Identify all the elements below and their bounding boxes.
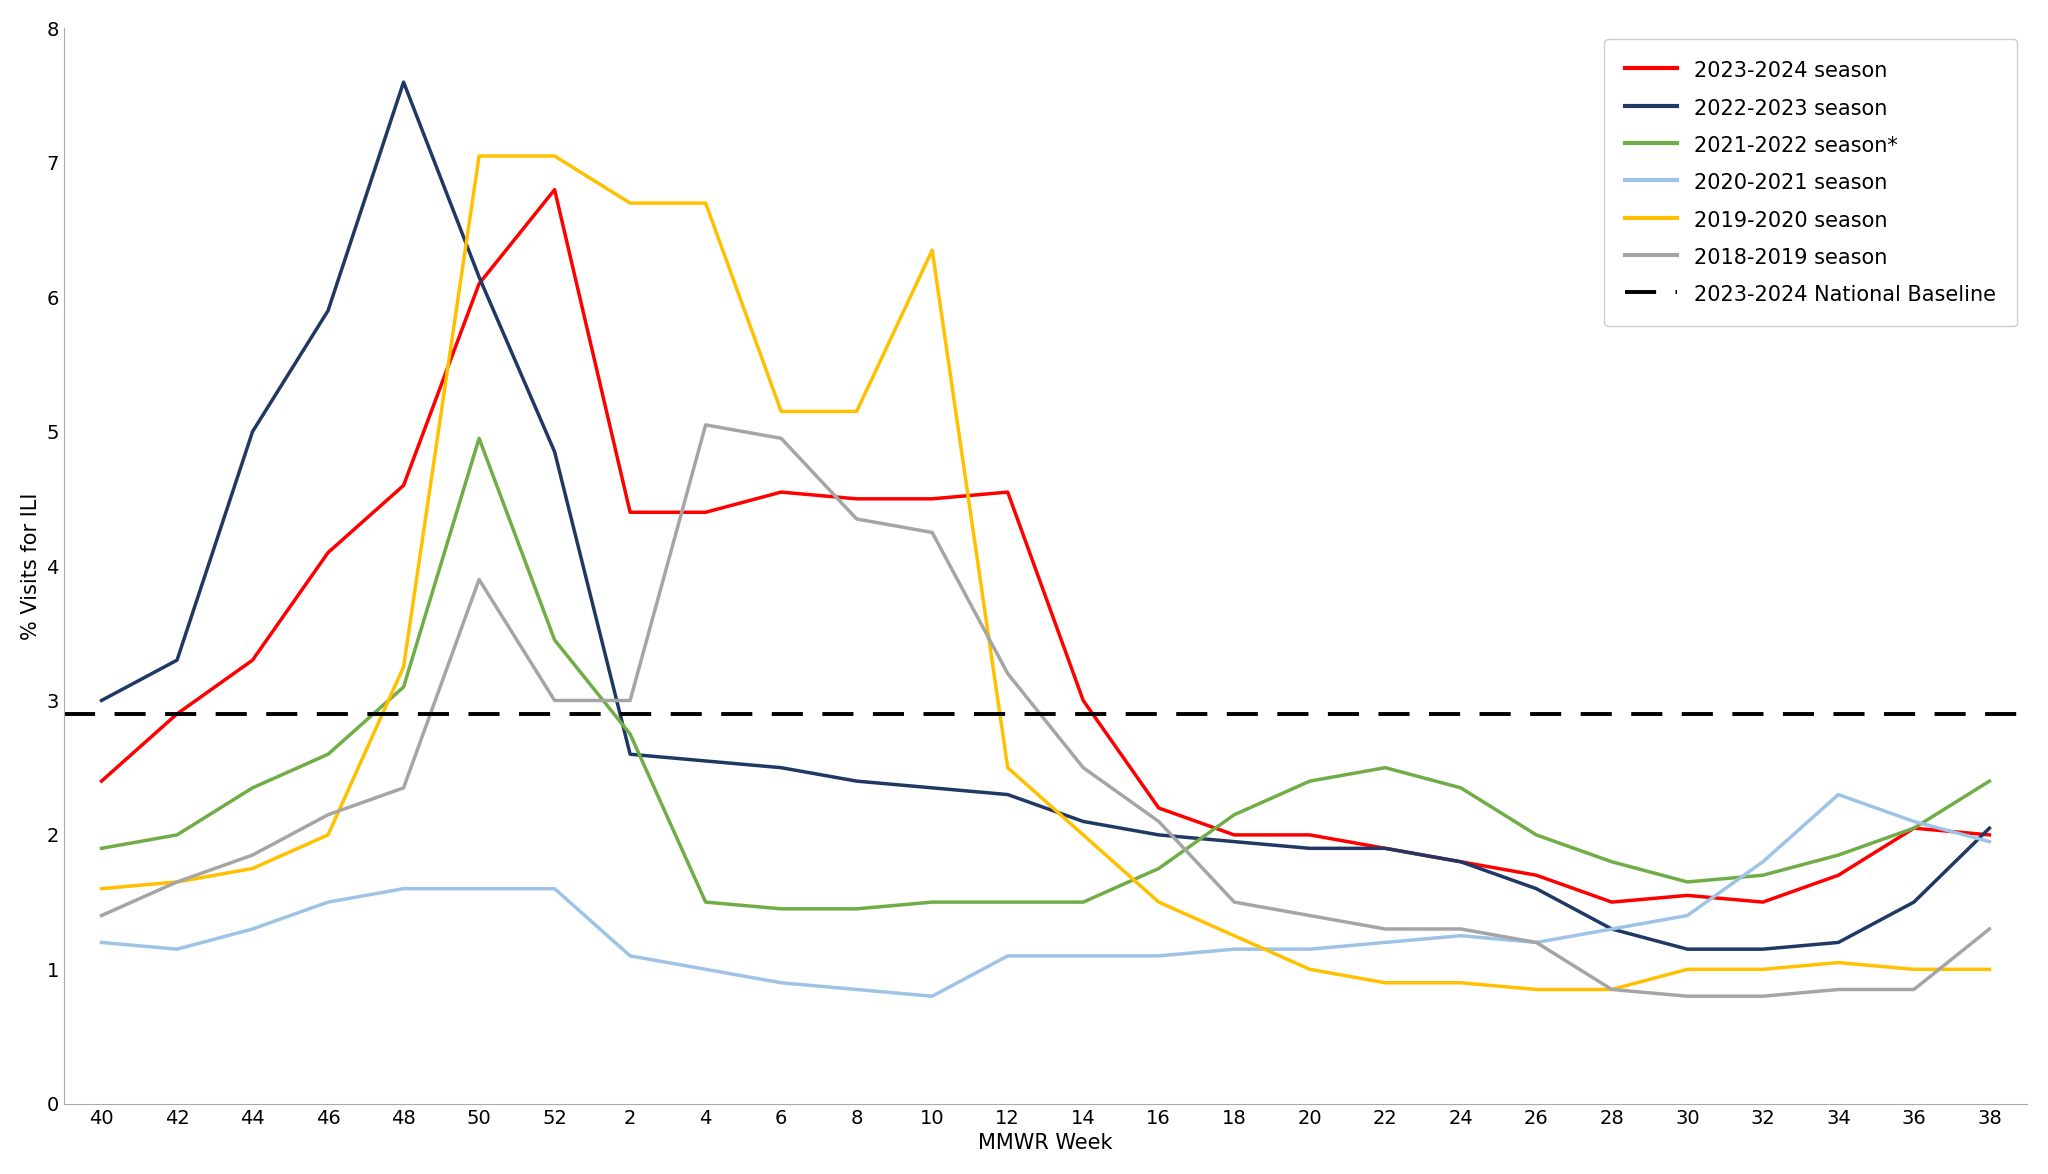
X-axis label: MMWR Week: MMWR Week <box>979 1133 1112 1153</box>
Legend: 2023-2024 season, 2022-2023 season, 2021-2022 season*, 2020-2021 season, 2019-20: 2023-2024 season, 2022-2023 season, 2021… <box>1604 39 2017 326</box>
Y-axis label: % Visits for ILI: % Visits for ILI <box>20 492 41 640</box>
